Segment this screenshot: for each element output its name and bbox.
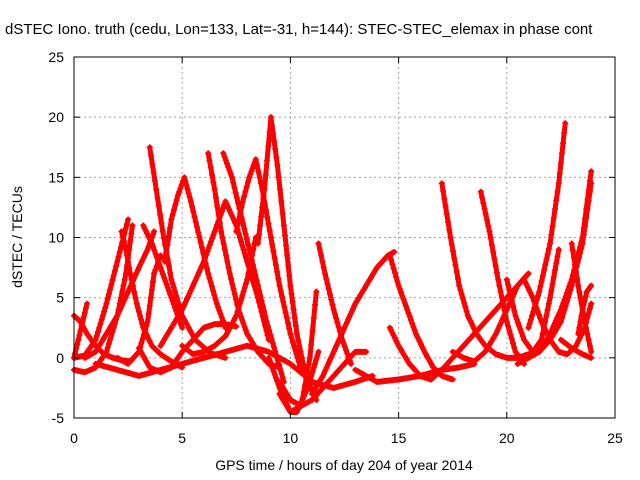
x-tick-label: 0 bbox=[70, 430, 78, 446]
y-axis-label: dSTEC / TECUs bbox=[9, 186, 25, 288]
series-markers bbox=[146, 144, 229, 361]
data-series bbox=[179, 234, 259, 358]
series-markers bbox=[220, 150, 287, 385]
y-tick-label: 20 bbox=[48, 109, 64, 125]
y-tick-labels: -5 0 5 10 15 20 25 bbox=[48, 49, 64, 426]
data-series bbox=[220, 150, 287, 385]
data-series bbox=[205, 150, 283, 371]
x-tick-label: 5 bbox=[178, 430, 186, 446]
series-markers bbox=[536, 180, 595, 355]
x-tick-labels: 0 5 10 15 20 25 bbox=[70, 430, 623, 446]
data-series bbox=[525, 120, 569, 331]
y-tick-label: 0 bbox=[56, 350, 64, 366]
x-axis-label: GPS time / hours of day 204 of year 2014 bbox=[215, 457, 473, 473]
y-tick-label: 5 bbox=[56, 290, 64, 306]
data-series bbox=[477, 188, 528, 367]
ticks bbox=[73, 56, 616, 419]
series-markers bbox=[276, 348, 370, 409]
data-series bbox=[276, 348, 370, 409]
series-markers bbox=[525, 120, 569, 331]
chart-title: dSTEC Iono. truth (cedu, Lon=133, Lat=-3… bbox=[5, 21, 593, 38]
series-markers bbox=[575, 282, 595, 337]
series-markers bbox=[477, 188, 528, 367]
data-series bbox=[71, 300, 90, 361]
series-markers bbox=[309, 248, 398, 397]
y-tick-label: 10 bbox=[48, 230, 64, 246]
data-series bbox=[161, 174, 229, 331]
y-tick-label: 15 bbox=[48, 169, 64, 185]
series-markers bbox=[557, 336, 595, 361]
series-group bbox=[71, 114, 595, 415]
series-trace bbox=[387, 253, 456, 382]
x-tick-label: 15 bbox=[391, 430, 407, 446]
y-tick-label: -5 bbox=[52, 410, 65, 426]
data-series bbox=[438, 180, 543, 361]
data-series bbox=[557, 336, 595, 361]
y-tick-label: 25 bbox=[48, 49, 64, 65]
series-markers bbox=[179, 234, 259, 358]
x-tick-label: 25 bbox=[607, 430, 623, 446]
series-markers bbox=[81, 228, 158, 361]
data-series bbox=[309, 248, 398, 397]
data-series bbox=[575, 282, 595, 337]
series-markers bbox=[521, 276, 595, 358]
series-markers bbox=[503, 246, 562, 355]
data-series bbox=[146, 144, 229, 361]
series-trace bbox=[71, 216, 131, 361]
data-series bbox=[536, 180, 595, 355]
data-series bbox=[503, 246, 562, 355]
data-series bbox=[81, 228, 158, 361]
x-tick-label: 10 bbox=[283, 430, 299, 446]
x-tick-label: 20 bbox=[499, 430, 515, 446]
series-markers bbox=[233, 156, 305, 373]
